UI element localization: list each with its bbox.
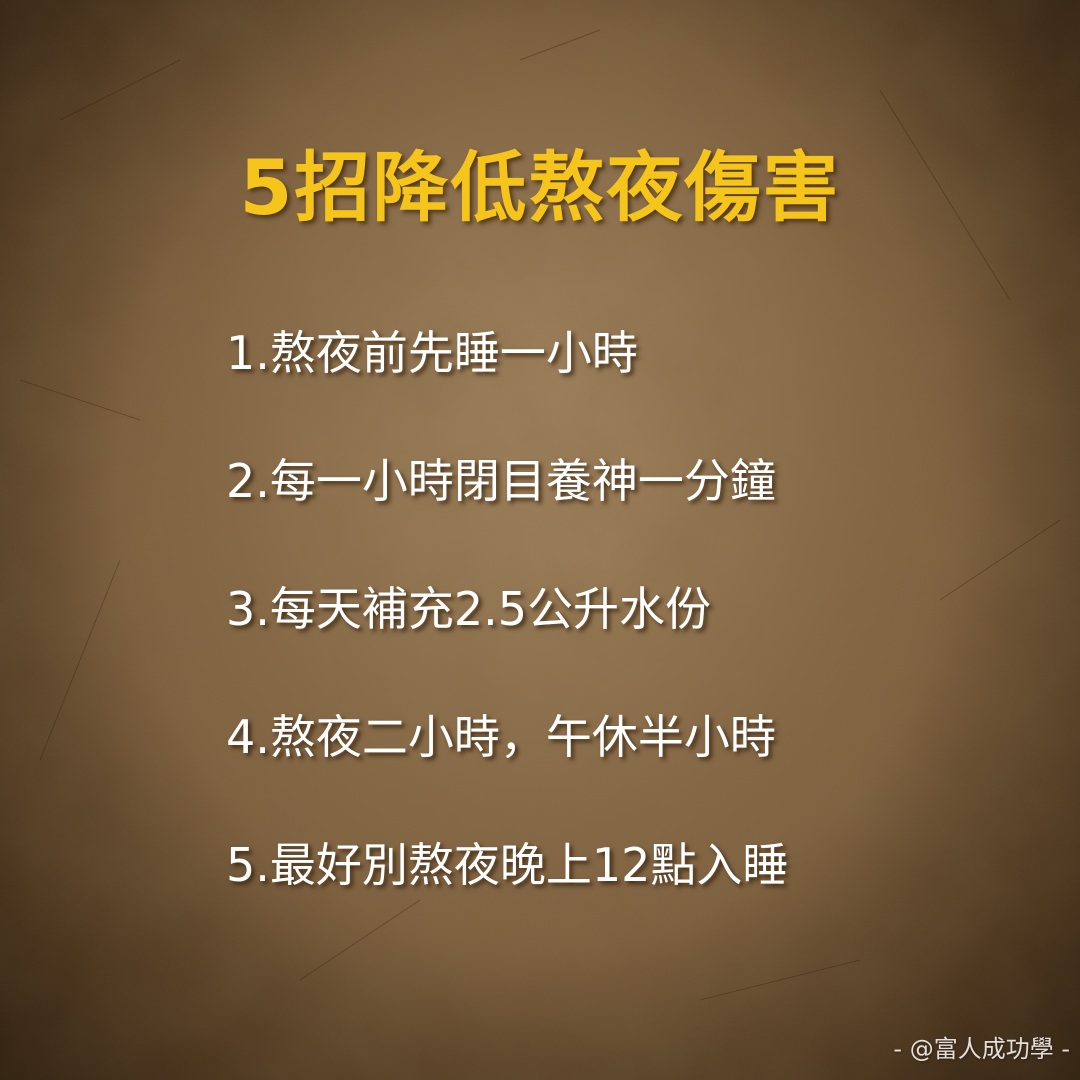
tip-item-1: 1.熬夜前先睡一小時 — [226, 326, 638, 380]
tip-item-5: 5.最好別熬夜晚上12點入睡 — [226, 838, 789, 892]
tip-item-3: 3.每天補充2.5公升水份 — [226, 582, 712, 636]
tip-item-2: 2.每一小時閉目養神一分鐘 — [226, 454, 776, 508]
poster-title: 5招降低熬夜傷害 — [239, 143, 841, 232]
tips-list: 1.熬夜前先睡一小時 2.每一小時閉目養神一分鐘 3.每天補充2.5公升水份 4… — [226, 330, 788, 970]
tip-item-4: 4.熬夜二小時，午休半小時 — [226, 710, 776, 764]
credit-watermark: - @富人成功學 - — [893, 1035, 1070, 1063]
